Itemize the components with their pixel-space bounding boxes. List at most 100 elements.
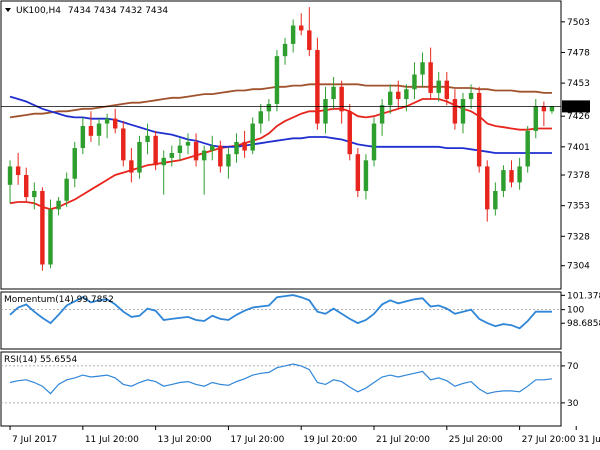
candle-body (533, 106, 539, 131)
candle-body (541, 106, 547, 112)
time-tick-label: 19 Jul 20:00 (303, 435, 357, 445)
price-tick-label: 7401 (567, 143, 590, 153)
candle-body (242, 141, 247, 151)
candle-body (379, 105, 385, 124)
candle-body (331, 86, 336, 100)
candle-body (460, 99, 466, 124)
ma-blue-line (9, 95, 552, 154)
rsi-title: RSI(14) 55.6554 (4, 355, 77, 365)
price-axis: 7503 7478 7453 7426 7401 7378 7353 7328 7304 7434 (1, 18, 590, 272)
candle-body (72, 148, 77, 179)
candle-body (64, 178, 69, 201)
time-tick-label: 27 Jul 20:00 (522, 435, 576, 445)
candle-body (420, 62, 425, 75)
collapse-arrow-icon[interactable] (5, 8, 11, 12)
price-tick-label: 7503 (567, 18, 590, 28)
candle-body (104, 118, 110, 124)
candle-body (339, 86, 344, 112)
candle-body (129, 160, 134, 173)
candle-body (315, 50, 320, 124)
candle-body (258, 111, 264, 124)
price-tick-label: 7304 (567, 262, 590, 272)
momentum-tick-label: 100 (567, 306, 584, 316)
candle-body (266, 103, 272, 112)
time-tick-label: 11 Jul 20:00 (85, 435, 139, 445)
candle-body (371, 123, 377, 161)
candle-body (153, 135, 158, 166)
rsi-panel: 70 30 (1, 362, 579, 409)
candle-body (323, 99, 328, 124)
candle-body (436, 80, 441, 93)
candle-body (234, 141, 239, 155)
price-tick-label: 7453 (567, 79, 590, 89)
candle-body (145, 135, 150, 142)
rsi-line (9, 363, 553, 395)
candle-body (112, 118, 118, 129)
time-axis: 7 Jul 2017 11 Jul 20:00 13 Jul 20:00 17 Jul… (9, 426, 600, 445)
candle-body (250, 123, 255, 151)
candle-body (274, 56, 280, 104)
time-tick-label: 7 Jul 2017 (12, 435, 57, 445)
candle-body (517, 166, 522, 183)
candle-body (161, 157, 166, 166)
candle-body (396, 91, 401, 100)
candle-body (226, 154, 231, 167)
candle-body (210, 145, 215, 151)
candle-body (428, 62, 433, 93)
candle-body (23, 175, 29, 198)
candle-body (193, 141, 199, 161)
ma-brown-line (9, 83, 552, 119)
candle-body (40, 190, 45, 265)
candle-body (121, 128, 126, 161)
candle-body (452, 99, 458, 124)
candle-body (185, 141, 191, 146)
candle-body (347, 111, 352, 155)
candle-body (56, 200, 61, 210)
price-tick-label: 7478 (567, 48, 590, 58)
candle-body (218, 145, 223, 167)
chart-title: UK100,H4 7434 7434 7432 7434 (16, 6, 168, 16)
candle-body (282, 43, 288, 57)
candle-body (509, 170, 514, 183)
time-tick-label: 13 Jul 20:00 (158, 435, 212, 445)
candle-body (404, 89, 409, 100)
rsi-tick-label: 70 (567, 362, 579, 372)
time-tick-label: 21 Jul 20:00 (376, 435, 430, 445)
momentum-panel-frame (0, 291, 562, 350)
panel-frames (0, 0, 562, 427)
candle-body (169, 152, 175, 158)
momentum-tick-label: 101.3789 (567, 291, 600, 301)
candle-body (444, 80, 450, 100)
candle-body (88, 126, 94, 136)
candle-body (290, 25, 296, 44)
current-price-label: 7434 (565, 102, 588, 112)
candle-body (48, 209, 53, 265)
candle-body (355, 154, 361, 191)
candle-body (298, 25, 304, 31)
candle-body (525, 130, 530, 167)
candle-body (177, 145, 183, 153)
momentum-tick-label: 98.6858 (567, 319, 600, 329)
candle-body (32, 190, 37, 198)
current-price-box (562, 100, 590, 113)
price-tick-label: 7328 (567, 232, 590, 242)
momentum-line (9, 294, 552, 330)
candles (7, 7, 555, 271)
price-tick-label: 7353 (567, 202, 590, 212)
candle-body (201, 150, 207, 161)
price-tick-label: 7378 (567, 171, 590, 181)
candle-body (468, 92, 474, 100)
candle-body (476, 92, 482, 167)
time-tick-label: 25 Jul 20:00 (449, 435, 503, 445)
candle-body (363, 160, 369, 191)
candle-body (307, 30, 312, 51)
candle-body (412, 74, 417, 90)
time-tick-label: 31 Jul 20:00 (578, 435, 600, 445)
candle-body (387, 91, 393, 106)
momentum-panel: 101.3789 100 98.6858 (1, 291, 600, 330)
candle-body (80, 126, 86, 149)
main-panel-frame (0, 0, 562, 290)
candle-body (7, 166, 13, 185)
candle-body (501, 170, 506, 191)
